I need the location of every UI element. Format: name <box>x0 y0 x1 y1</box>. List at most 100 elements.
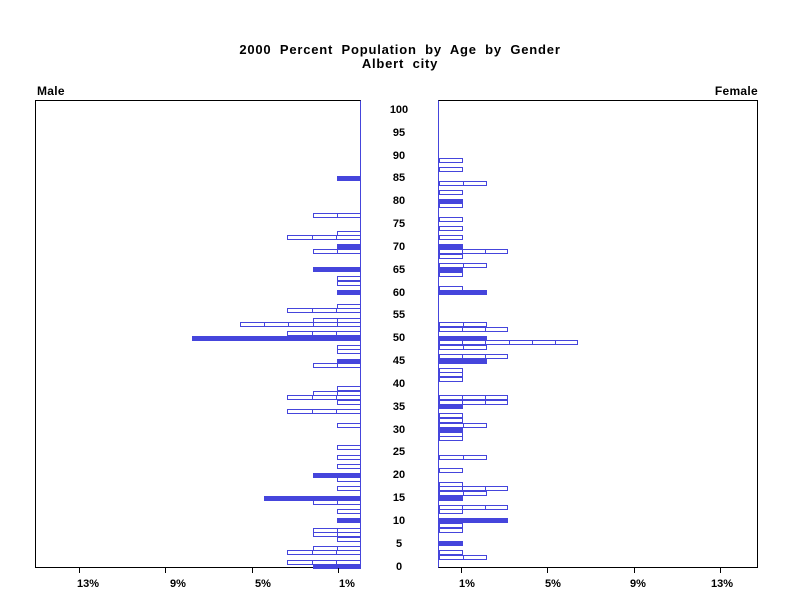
bar-segment-divider <box>336 410 337 413</box>
bar-male-age-50 <box>192 336 361 341</box>
bar-segment-divider <box>463 456 464 459</box>
bar-female-age-42 <box>439 372 463 377</box>
bar-segment-divider <box>462 401 463 404</box>
bar-male-age-22 <box>337 464 361 469</box>
bar-female-age-76 <box>439 217 463 222</box>
bar-segment-divider <box>555 341 556 344</box>
bar-female-age-74 <box>439 226 463 231</box>
bar-male-age-60 <box>337 290 361 295</box>
bar-female-age-31 <box>439 423 487 428</box>
bar-segment-divider <box>312 332 313 335</box>
female-side-label: Female <box>714 84 758 98</box>
bar-female-age-68 <box>439 254 463 259</box>
bar-segment-divider <box>337 529 338 532</box>
age-tick-label-60: 60 <box>392 287 406 299</box>
female-plot-area <box>438 100 758 568</box>
bar-segment-divider <box>337 214 338 217</box>
bar-segment-divider <box>312 551 313 554</box>
bar-segment-divider <box>336 332 337 335</box>
bar-female-age-79 <box>439 203 463 208</box>
age-tick-label-35: 35 <box>392 401 406 413</box>
bar-male-age-7 <box>313 532 361 537</box>
bar-male-age-63 <box>337 276 361 281</box>
bar-segment-divider <box>485 396 486 399</box>
male-pct-tick-label-13: 13% <box>76 578 100 590</box>
bar-segment-divider <box>485 250 486 253</box>
male-pct-tick-9 <box>165 568 166 573</box>
bar-male-age-39 <box>337 386 361 391</box>
bar-female-age-66 <box>439 263 487 268</box>
bar-segment-divider <box>336 561 337 564</box>
bar-male-age-70 <box>337 244 361 249</box>
bar-female-age-60 <box>439 290 487 295</box>
bar-female-age-53 <box>439 322 487 327</box>
bar-segment-divider <box>312 309 313 312</box>
bar-male-age-17 <box>337 486 361 491</box>
bar-male-age-62 <box>337 281 361 286</box>
bar-female-age-69 <box>439 249 508 254</box>
bar-female-age-82 <box>439 190 463 195</box>
bar-segment-divider <box>312 410 313 413</box>
age-tick-label-80: 80 <box>392 195 406 207</box>
age-tick-label-65: 65 <box>392 264 406 276</box>
bar-male-age-0 <box>313 564 361 569</box>
bar-segment-divider <box>336 309 337 312</box>
age-tick-label-55: 55 <box>392 309 406 321</box>
bar-segment-divider <box>337 547 338 550</box>
bar-female-age-5 <box>439 541 463 546</box>
bar-female-age-24 <box>439 455 487 460</box>
bar-segment-divider <box>463 264 464 267</box>
bar-segment-divider <box>463 346 464 349</box>
bar-segment-divider <box>463 323 464 326</box>
bar-segment-divider <box>462 487 463 490</box>
bar-female-age-72 <box>439 235 463 240</box>
bar-segment-divider <box>337 501 338 504</box>
female-pct-tick-label-1: 1% <box>459 578 475 590</box>
bar-female-age-36 <box>439 400 508 405</box>
bar-female-age-48 <box>439 345 487 350</box>
male-pct-tick-label-1: 1% <box>339 578 355 590</box>
female-pct-tick-1 <box>461 568 462 573</box>
bar-segment-divider <box>462 250 463 253</box>
bar-female-age-10 <box>439 518 508 523</box>
female-pct-tick-5 <box>547 568 548 573</box>
bar-segment-divider <box>485 401 486 404</box>
bar-female-age-49 <box>439 340 578 345</box>
age-tick-label-70: 70 <box>392 241 406 253</box>
age-tick-label-25: 25 <box>392 446 406 458</box>
bar-segment-divider <box>462 355 463 358</box>
bar-female-age-21 <box>439 468 463 473</box>
bar-male-age-26 <box>337 445 361 450</box>
bar-segment-divider <box>337 319 338 322</box>
bar-male-age-85 <box>337 176 361 181</box>
bar-male-age-72 <box>287 235 361 240</box>
bar-female-age-35 <box>439 404 463 409</box>
bar-male-age-6 <box>337 537 361 542</box>
male-side-label: Male <box>37 84 65 98</box>
age-tick-label-100: 100 <box>389 104 409 116</box>
bar-female-age-32 <box>439 418 463 423</box>
bar-segment-divider <box>462 328 463 331</box>
female-pct-tick-13 <box>720 568 721 573</box>
bar-female-age-89 <box>439 158 463 163</box>
bar-male-age-69 <box>313 249 361 254</box>
bar-segment-divider <box>312 396 313 399</box>
bar-segment-divider <box>462 506 463 509</box>
bar-male-age-65 <box>313 267 361 272</box>
bar-segment-divider <box>337 323 338 326</box>
chart-subtitle: Albert city <box>361 56 439 71</box>
male-pct-tick-label-9: 9% <box>170 578 186 590</box>
bar-female-age-3 <box>439 550 463 555</box>
bar-segment-divider <box>462 341 463 344</box>
bar-segment-divider <box>532 341 533 344</box>
bar-segment-divider <box>485 506 486 509</box>
bar-female-age-12 <box>439 509 463 514</box>
male-pct-tick-1 <box>338 568 339 573</box>
age-tick-label-75: 75 <box>392 218 406 230</box>
bar-segment-divider <box>336 236 337 239</box>
bar-female-age-2 <box>439 555 487 560</box>
bar-segment-divider <box>485 355 486 358</box>
bar-segment-divider <box>264 323 265 326</box>
bar-male-age-44 <box>313 363 361 368</box>
bar-segment-divider <box>485 328 486 331</box>
